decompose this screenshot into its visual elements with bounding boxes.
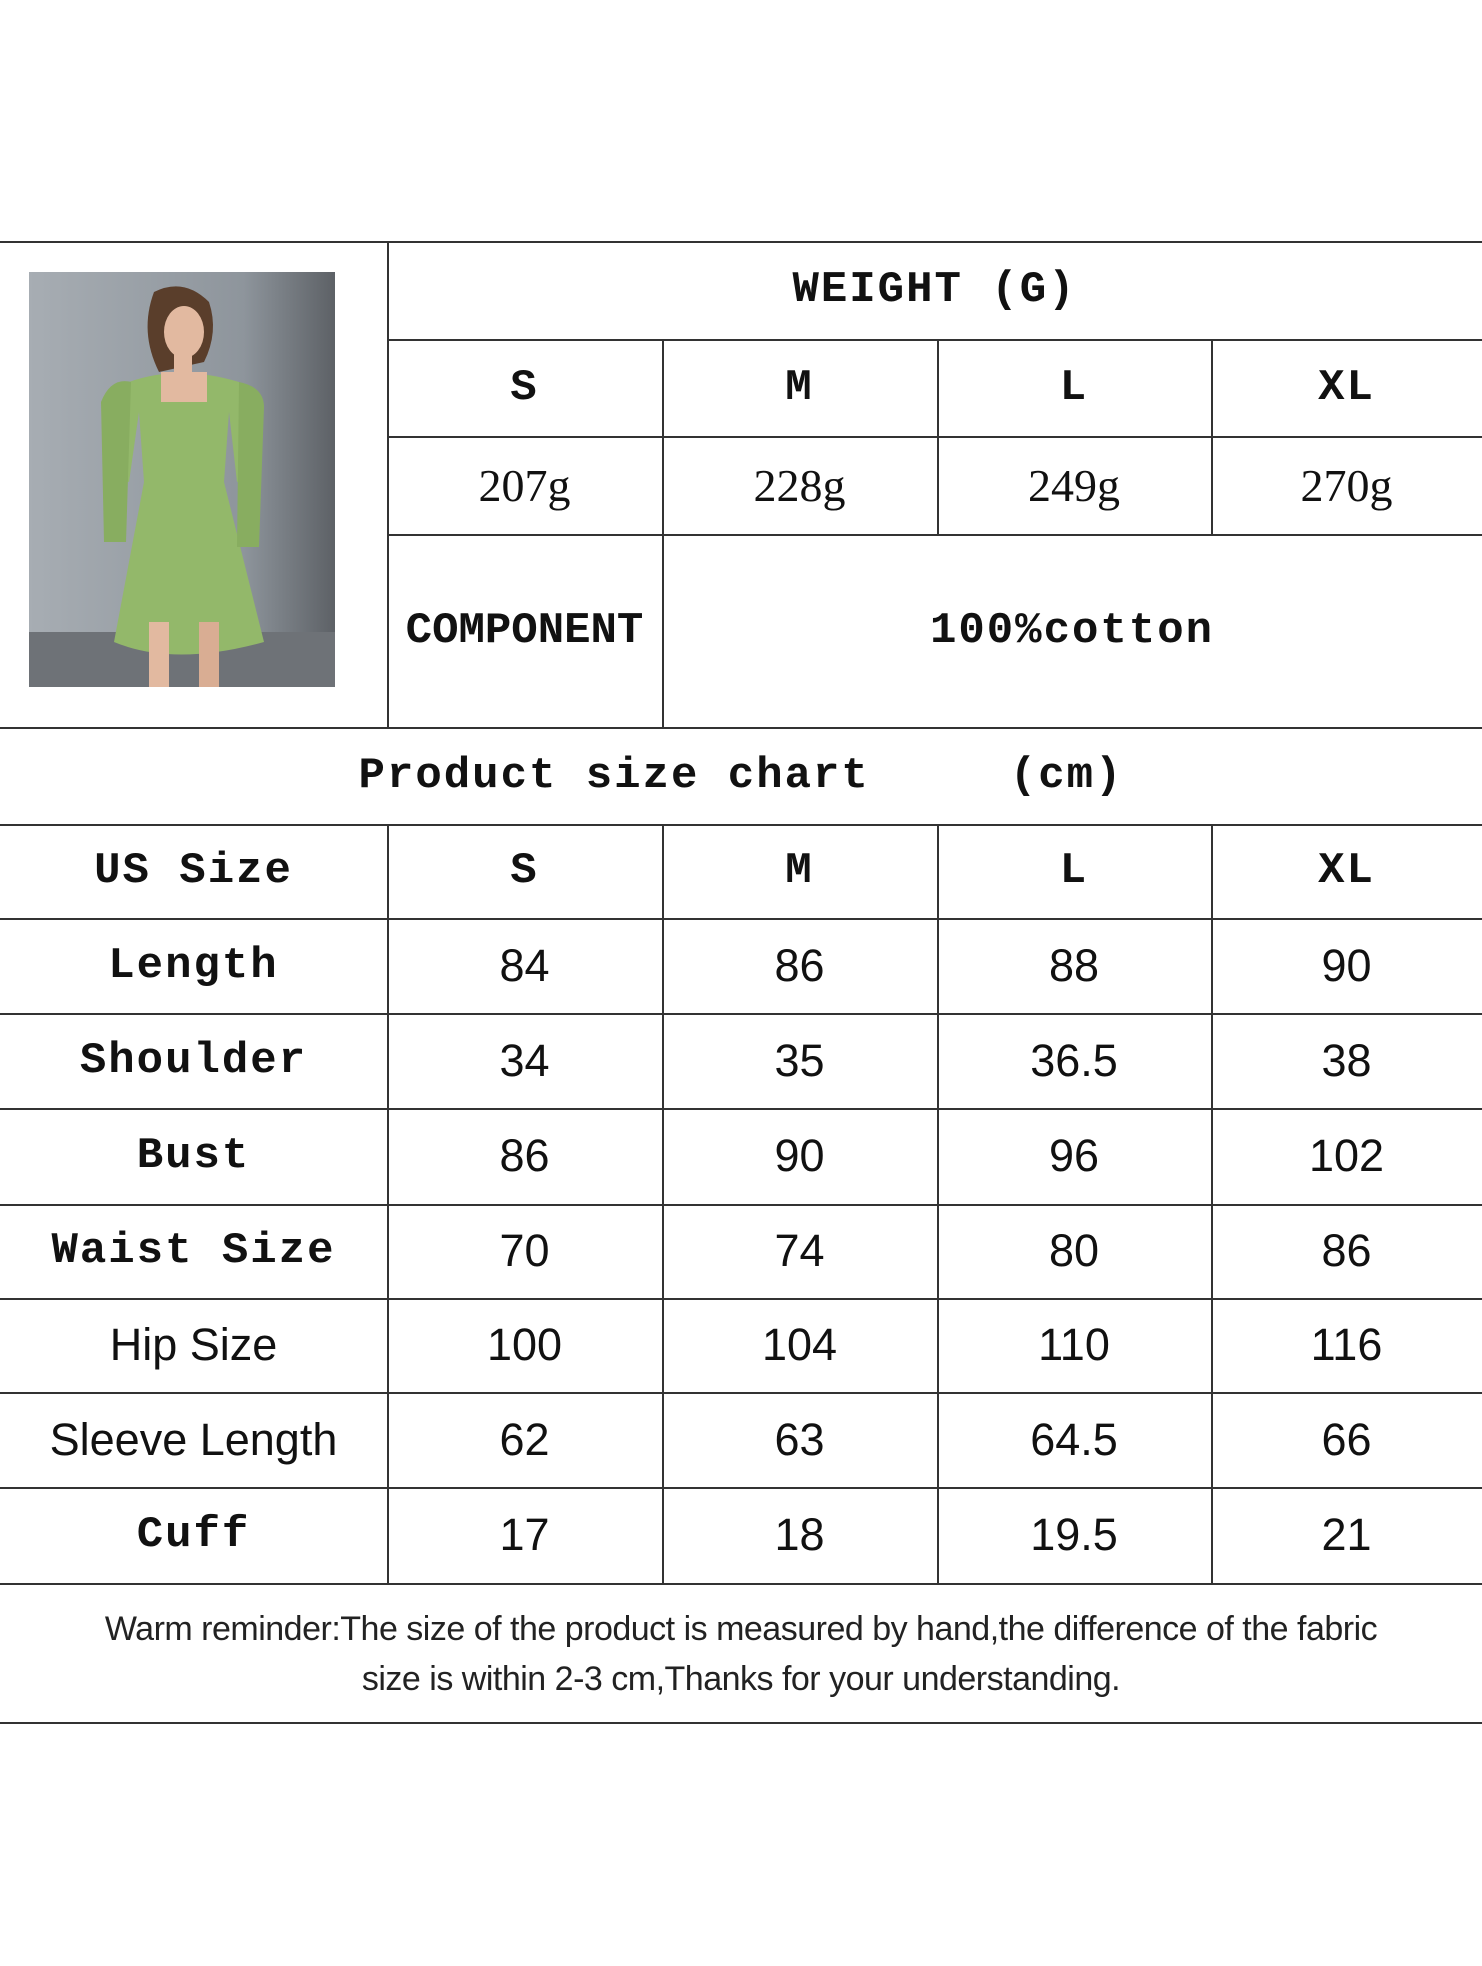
grid-line xyxy=(387,241,389,727)
reminder-note: Warm reminder:The size of the product is… xyxy=(0,1585,1482,1723)
header-size: M xyxy=(785,846,814,896)
size-chart-unit: (cm) xyxy=(1009,750,1124,801)
row-value: 84 xyxy=(499,939,550,991)
weight-title: WEIGHT (G) xyxy=(792,265,1077,315)
row-value: 19.5 xyxy=(1030,1509,1118,1560)
row-value: 90 xyxy=(1321,939,1372,991)
row-value: 86 xyxy=(499,1130,550,1181)
row-value: 38 xyxy=(1321,1034,1372,1086)
grid-line xyxy=(0,824,1482,826)
reminder-line-1: Warm reminder:The size of the product is… xyxy=(104,1610,1378,1648)
weight-size-header: XL xyxy=(1318,362,1375,413)
row-label: Length xyxy=(108,940,279,991)
row-label: Waist Size xyxy=(51,1226,336,1276)
component-label: COMPONENT xyxy=(405,605,644,656)
row-value: 66 xyxy=(1321,1413,1372,1465)
header-size: S xyxy=(510,846,539,896)
row-value: 64.5 xyxy=(1030,1413,1118,1465)
size-chart-title-text: Product size chart xyxy=(358,750,870,801)
weight-value: 207g xyxy=(478,459,571,511)
grid-line xyxy=(0,1298,1482,1300)
weight-size-header: L xyxy=(1059,362,1089,413)
row-value: 34 xyxy=(499,1034,550,1086)
row-value: 35 xyxy=(774,1034,825,1086)
row-value: 62 xyxy=(499,1413,550,1465)
grid-line xyxy=(1211,339,1213,534)
reminder-line-2: size is within 2-3 cm,Thanks for your un… xyxy=(361,1660,1121,1698)
header-size: L xyxy=(1059,846,1089,896)
grid-line xyxy=(0,918,1482,920)
row-value: 90 xyxy=(774,1130,825,1181)
size-chart-title: Product size chart (cm) xyxy=(0,727,1482,824)
grid-line xyxy=(0,1204,1482,1206)
grid-line xyxy=(387,339,1482,341)
component-value: 100%cotton xyxy=(929,605,1215,656)
grid-line xyxy=(1211,824,1213,1583)
grid-line xyxy=(387,534,1482,536)
row-label: Bust xyxy=(136,1131,251,1181)
grid-line xyxy=(0,1108,1482,1110)
row-value: 80 xyxy=(1048,1225,1100,1276)
row-value: 18 xyxy=(774,1509,825,1560)
row-value: 110 xyxy=(1038,1319,1110,1370)
row-value: 86 xyxy=(774,939,825,991)
grid-line xyxy=(662,339,664,727)
row-value: 63 xyxy=(774,1413,825,1465)
grid-line xyxy=(387,824,389,1583)
row-label: Shoulder xyxy=(79,1035,308,1086)
row-value: 36.5 xyxy=(1030,1034,1118,1086)
grid-line xyxy=(0,727,1482,729)
weight-value: 270g xyxy=(1300,459,1393,511)
grid-line xyxy=(0,1583,1482,1585)
grid-line xyxy=(0,1392,1482,1394)
weight-size-header: M xyxy=(785,362,814,413)
product-photo xyxy=(29,272,335,687)
row-value: 100 xyxy=(486,1319,563,1370)
row-value: 116 xyxy=(1310,1319,1383,1370)
grid-line xyxy=(0,241,1482,243)
grid-line xyxy=(0,1487,1482,1489)
row-value: 70 xyxy=(499,1225,550,1276)
row-value: 96 xyxy=(1048,1130,1100,1181)
row-label: Hip Size xyxy=(109,1319,278,1370)
grid-line xyxy=(0,1722,1482,1724)
grid-line xyxy=(662,824,664,1583)
weight-value: 228g xyxy=(753,459,846,511)
header-us-size: US Size xyxy=(94,846,293,896)
weight-size-header: S xyxy=(510,362,539,413)
row-label: Sleeve Length xyxy=(49,1413,338,1465)
weight-value: 249g xyxy=(1028,459,1120,511)
header-size: XL xyxy=(1318,846,1375,896)
row-value: 104 xyxy=(761,1319,838,1370)
row-value: 74 xyxy=(774,1225,825,1276)
grid-line xyxy=(387,436,1482,438)
row-label: Cuff xyxy=(136,1510,251,1560)
row-value: 102 xyxy=(1308,1130,1385,1181)
grid-line xyxy=(937,339,939,534)
grid-line xyxy=(0,1013,1482,1015)
row-value: 17 xyxy=(499,1509,550,1560)
row-value: 86 xyxy=(1321,1225,1372,1276)
grid-line xyxy=(937,824,939,1583)
row-value: 21 xyxy=(1321,1509,1372,1560)
row-value: 88 xyxy=(1048,939,1100,991)
